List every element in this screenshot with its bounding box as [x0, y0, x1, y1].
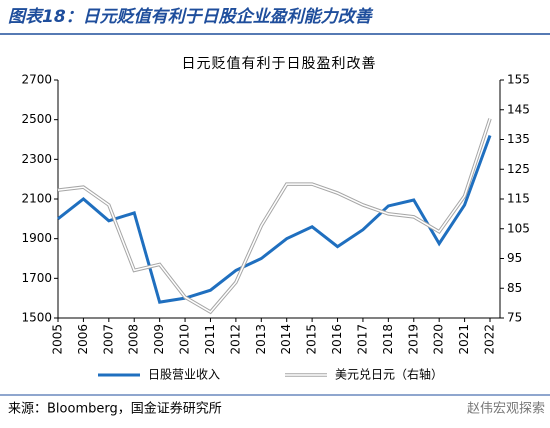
x-tick-label: 2007	[101, 324, 115, 355]
y2-tick-label: 85	[507, 281, 522, 295]
legend-label: 美元兑日元（右轴）	[335, 367, 443, 382]
y2-tick-label: 155	[507, 73, 530, 87]
chart-title: 日元贬值有利于日股盈利改善	[182, 56, 377, 72]
y2-tick-label: 105	[507, 221, 530, 235]
x-tick-label: 2013	[254, 324, 268, 355]
legend-label: 日股营业收入	[148, 368, 220, 382]
x-tick-label: 2011	[203, 324, 217, 355]
x-tick-label: 2019	[406, 324, 420, 355]
y2-tick-label: 145	[507, 102, 530, 116]
x-tick-label: 2014	[279, 324, 293, 355]
y2-tick-label: 95	[507, 251, 522, 265]
y2-tick-label: 135	[507, 132, 530, 146]
y2-tick-label: 115	[507, 192, 530, 206]
y-tick-label: 1700	[21, 271, 52, 285]
x-tick-label: 2010	[178, 324, 192, 355]
x-tick-label: 2020	[432, 324, 446, 355]
x-tick-label: 2017	[355, 324, 369, 355]
y-tick-label: 2500	[21, 112, 52, 126]
series-line-inner	[57, 118, 491, 314]
y-tick-label: 2100	[21, 192, 52, 206]
x-tick-label: 2015	[305, 324, 319, 355]
y2-tick-label: 75	[507, 311, 522, 325]
y-tick-label: 2700	[21, 73, 52, 87]
x-tick-label: 2005	[51, 324, 65, 355]
x-tick-label: 2021	[457, 324, 471, 355]
x-tick-label: 2006	[76, 324, 90, 355]
series-line	[57, 135, 492, 304]
y2-tick-label: 125	[507, 162, 530, 176]
x-tick-label: 2016	[330, 324, 344, 355]
x-tick-label: 2009	[152, 324, 166, 355]
watermark: 赵伟宏观探索	[467, 402, 545, 417]
x-tick-label: 2012	[228, 324, 242, 355]
y-tick-label: 1900	[21, 231, 52, 245]
source: 来源：Bloomberg，国金证券研究所	[8, 401, 222, 417]
x-tick-label: 2008	[127, 324, 141, 355]
header-title: 图表18：日元贬值有利于日股企业盈利能力改善	[8, 7, 374, 27]
x-tick-label: 2018	[381, 324, 395, 355]
y-tick-label: 2300	[21, 152, 52, 166]
x-tick-label: 2022	[483, 324, 497, 355]
y-tick-label: 1500	[21, 311, 52, 325]
